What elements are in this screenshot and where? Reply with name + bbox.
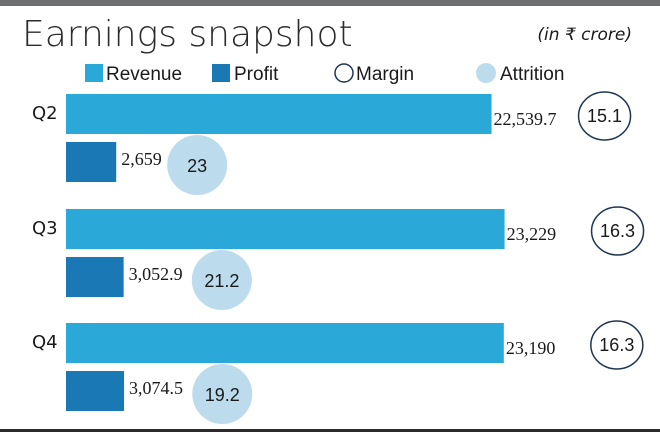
- revenue-bar-q4: [66, 323, 504, 363]
- profit-value-q3: 3,052.9: [129, 264, 183, 284]
- revenue-bar-q3: [66, 209, 505, 249]
- profit-bar-q3: [66, 257, 124, 297]
- legend-margin-swatch: [334, 63, 354, 83]
- top-rule: [0, 0, 660, 6]
- legend-attrition-swatch: [476, 63, 496, 83]
- revenue-value-q2: 22,539.7: [494, 109, 557, 129]
- legend: Revenue Profit Margin Attrition: [85, 63, 564, 85]
- profit-bar-q2: [66, 142, 117, 182]
- chart-title: Earnings snapshot: [22, 14, 353, 55]
- margin-value-q4: 16.3: [599, 335, 634, 355]
- legend-revenue-label: Revenue: [106, 64, 182, 85]
- profit-value-q4: 3,074.5: [129, 378, 183, 398]
- unit-label: (in ₹ crore): [537, 25, 632, 45]
- attrition-value-q4: 19.2: [205, 385, 240, 405]
- margin-bubble-q3: [590, 206, 645, 256]
- chart-marks: Q2 22,539.7 15.1 2,659 23 Q3 23,229 16.3 3,052.9…: [32, 91, 645, 424]
- attrition-value-q2: 23: [187, 156, 207, 176]
- category-label-q3: Q3: [32, 218, 58, 239]
- profit-value-q2: 2,659: [121, 149, 162, 169]
- category-label-q2: Q2: [32, 103, 58, 124]
- attrition-bubble-q2: [167, 135, 228, 195]
- revenue-value-q4: 23,190: [506, 338, 556, 358]
- legend-attrition-label: Attrition: [500, 64, 564, 85]
- legend-profit-swatch: [212, 64, 230, 82]
- legend-margin-label: Margin: [356, 64, 414, 85]
- attrition-bubble-q3: [191, 250, 252, 310]
- margin-value-q3: 16.3: [600, 221, 635, 241]
- margin-bubble-q4: [590, 320, 644, 370]
- margin-bubble-q2: [577, 91, 632, 141]
- legend-revenue-swatch: [85, 64, 103, 82]
- profit-bar-q4: [66, 371, 125, 411]
- legend-profit-label: Profit: [234, 64, 279, 85]
- attrition-value-q3: 21.2: [204, 271, 239, 291]
- margin-value-q2: 15.1: [587, 106, 622, 126]
- revenue-bar-q2: [66, 94, 492, 134]
- category-label-q4: Q4: [32, 332, 58, 353]
- revenue-value-q3: 23,229: [507, 224, 556, 244]
- attrition-bubble-q4: [192, 364, 253, 424]
- bottom-rule: [0, 429, 660, 432]
